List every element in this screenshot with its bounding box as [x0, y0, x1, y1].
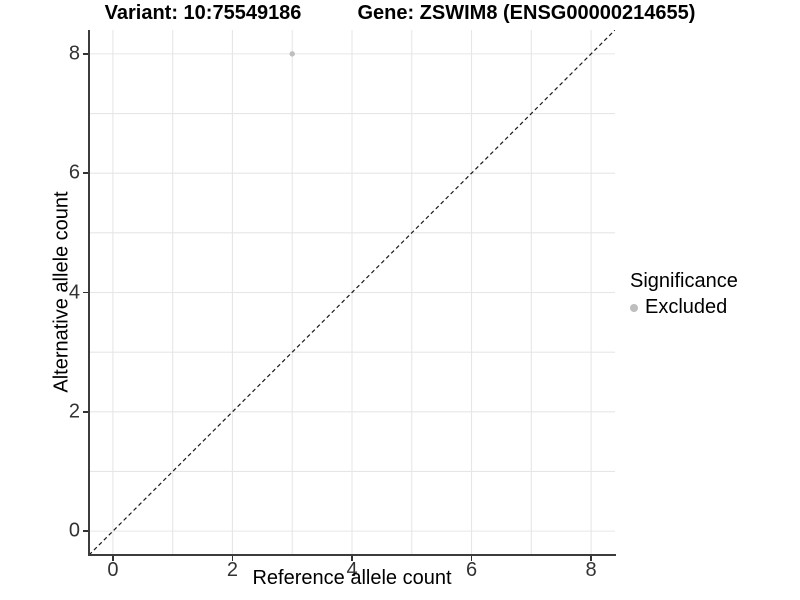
x-tick-mark: [470, 556, 473, 561]
x-axis-line: [88, 554, 616, 556]
y-axis-label: Alternative allele count: [50, 191, 73, 393]
y-tick-label: 0: [68, 519, 80, 542]
y-axis-line: [88, 30, 90, 556]
y-tick-label: 2: [68, 400, 80, 423]
x-tick-label: 6: [465, 559, 478, 581]
y-tick-mark: [83, 53, 88, 55]
x-axis-label: Reference allele count: [252, 567, 452, 589]
variant-title: Variant: 10:75549186: [104, 1, 302, 24]
x-tick-label: 8: [585, 559, 597, 581]
identity-line: [89, 30, 615, 555]
y-tick-label: 8: [68, 42, 80, 65]
legend-dot-icon: [630, 303, 638, 312]
x-tick-mark: [231, 556, 234, 561]
plot-title: Variant: 10:75549186 Gene: ZSWIM8 (ENSG0…: [0, 0, 800, 26]
y-tick-mark: [83, 172, 88, 174]
legend-item-label: Excluded: [645, 296, 728, 318]
gene-title: Gene: ZSWIM8 (ENSG00000214655): [357, 1, 696, 24]
x-tick-mark: [351, 556, 353, 561]
x-tick-label: 4: [346, 559, 358, 581]
y-tick-label: 6: [68, 161, 80, 184]
legend-items: Excluded: [630, 296, 738, 319]
legend-item: Excluded: [630, 296, 738, 319]
data-point: [289, 51, 295, 57]
plot-panel: [89, 30, 615, 555]
y-tick-mark: [83, 291, 88, 294]
y-tick-mark: [83, 530, 88, 532]
y-tick-label: 4: [68, 281, 80, 303]
legend: Significance Excluded: [630, 270, 738, 319]
plot-panel-svg: [89, 30, 615, 555]
x-tick-mark: [112, 556, 114, 561]
x-tick-label: 2: [226, 559, 239, 581]
x-tick-mark: [590, 556, 592, 561]
x-tick-label: 0: [107, 559, 119, 581]
y-tick-mark: [83, 411, 88, 413]
legend-title: Significance: [630, 270, 738, 292]
